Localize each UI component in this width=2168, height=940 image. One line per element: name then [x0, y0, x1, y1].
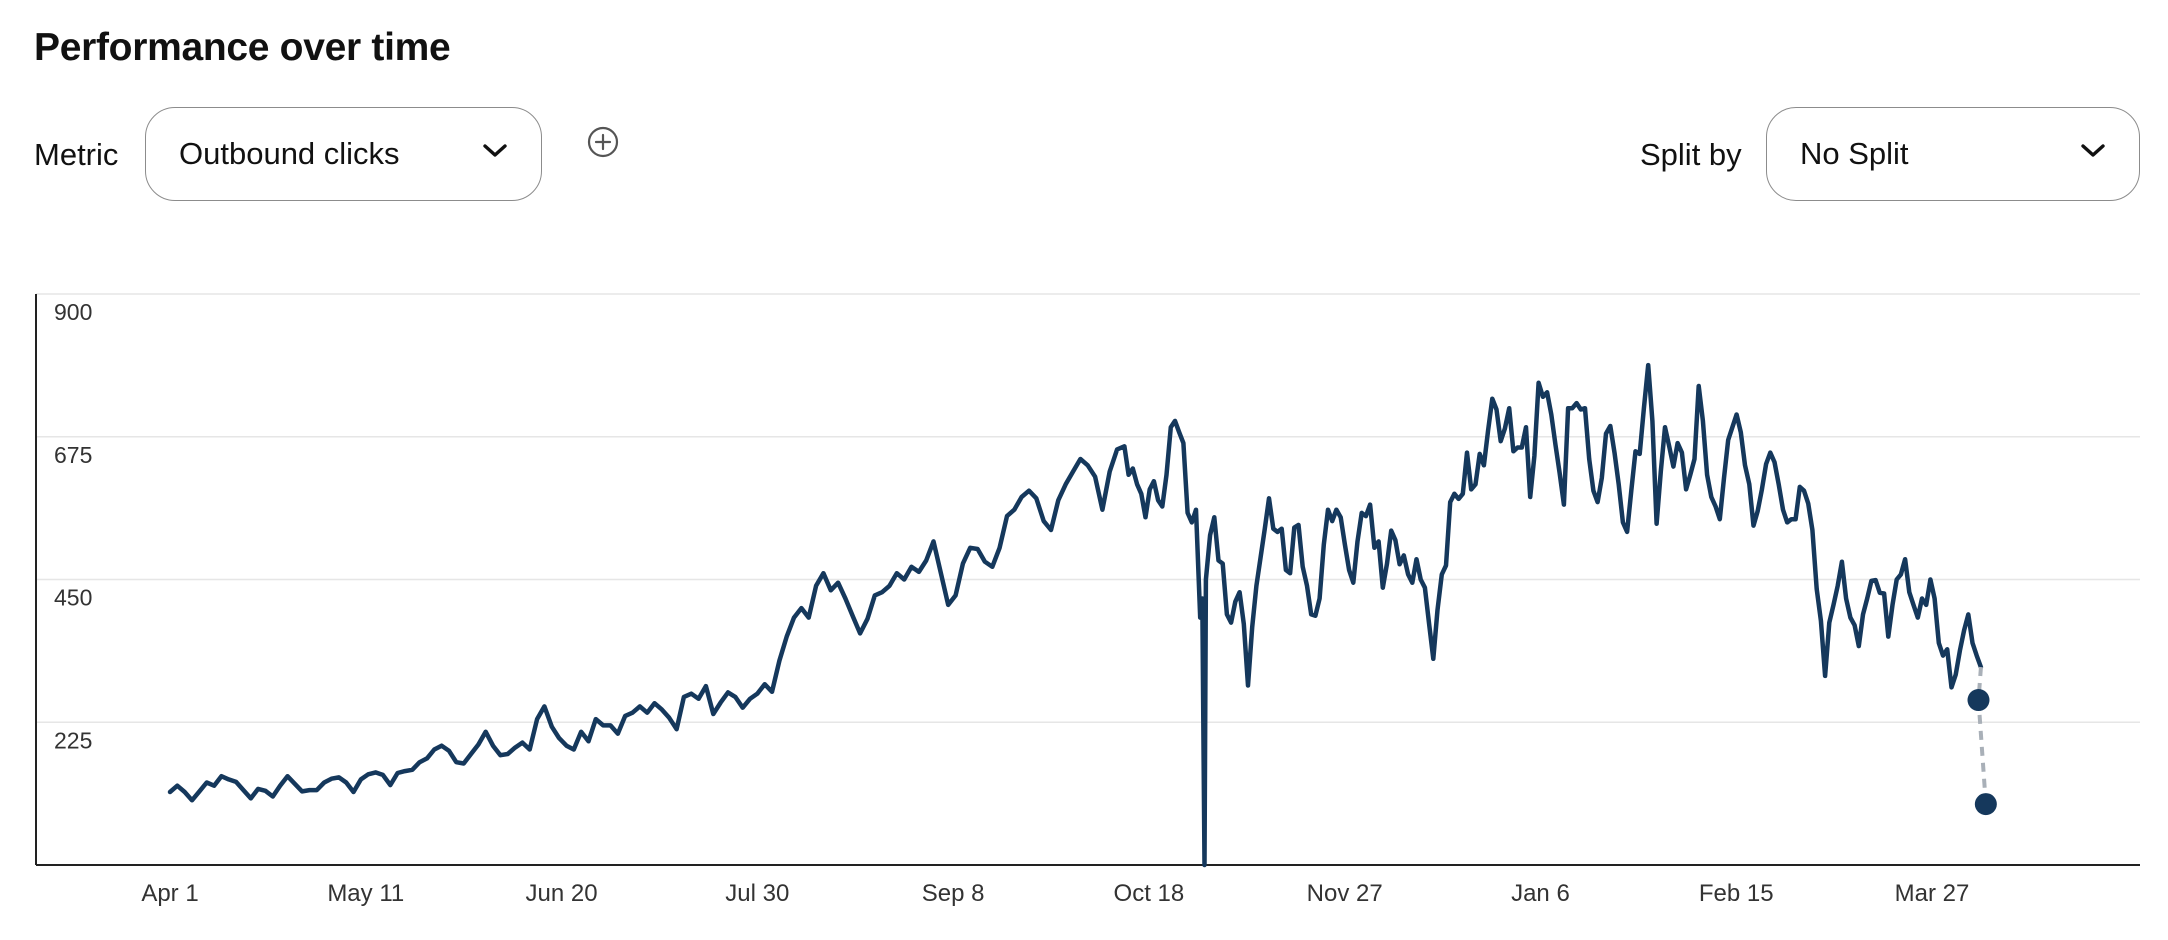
page-title: Performance over time	[34, 26, 451, 69]
x-tick-label: Sep 8	[922, 880, 985, 907]
data-point	[1974, 793, 1997, 816]
line-chart: 225 450 675 900 Apr 1 May 11 Jun 20 Jul 30 Sep 8…	[35, 293, 2140, 907]
x-tick-label: Feb 15	[1699, 880, 1774, 907]
y-tick-label: 450	[54, 585, 92, 611]
plus-circle-icon[interactable]	[587, 126, 619, 158]
metric-label: Metric	[34, 137, 119, 172]
split-by-label: Split by	[1640, 137, 1742, 172]
x-tick-label: Oct 18	[1114, 880, 1185, 907]
projection-line	[1976, 666, 1988, 805]
chevron-down-icon	[483, 144, 507, 157]
metric-select[interactable]: Outbound clicks	[145, 107, 542, 201]
series-line	[167, 362, 1984, 868]
x-tick-label: Apr 1	[141, 880, 198, 907]
x-tick-label: May 11	[327, 880, 404, 907]
y-tick-label: 225	[54, 727, 92, 753]
y-tick-label: 900	[54, 299, 92, 325]
split-by-select[interactable]: No Split	[1766, 107, 2140, 201]
metric-select-value: Outbound clicks	[179, 136, 400, 171]
split-by-select-value: No Split	[1800, 136, 1909, 171]
x-tick-label: Jun 20	[526, 880, 598, 907]
x-tick-label: Mar 27	[1895, 880, 1970, 907]
performance-chart: 225 450 675 900 Apr 1 May 11 Jun 20 Jul 30 Sep 8…	[0, 280, 2168, 940]
x-tick-label: Nov 27	[1307, 880, 1383, 907]
x-tick-label: Jan 6	[1511, 880, 1570, 907]
data-point	[1967, 689, 1990, 712]
x-tick-label: Jul 30	[725, 880, 789, 907]
chevron-down-icon	[2081, 144, 2105, 157]
y-tick-label: 675	[54, 442, 92, 468]
